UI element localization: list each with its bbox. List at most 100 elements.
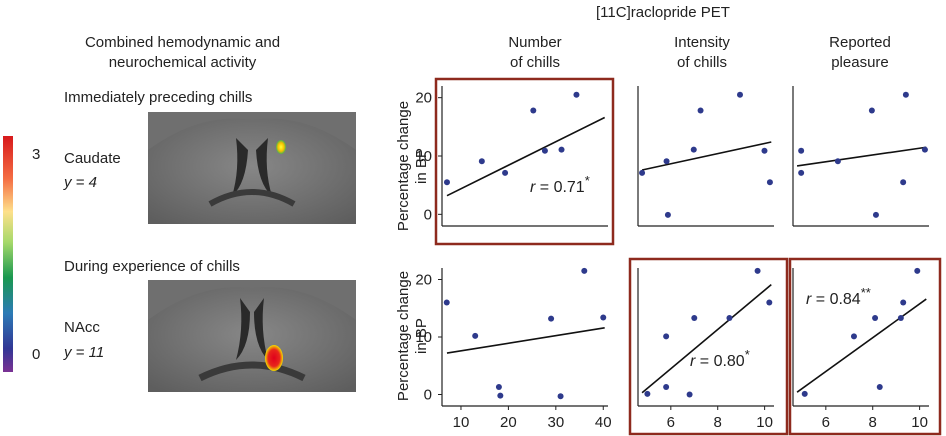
- data-point: [850, 333, 857, 340]
- data-point: [801, 390, 808, 397]
- col-header-intensity-line2: of chills: [676, 54, 728, 71]
- y-tick-label: 10: [415, 329, 432, 346]
- data-point: [900, 299, 907, 306]
- highlight-box: [434, 77, 615, 246]
- data-point: [663, 158, 670, 165]
- regression-line: [796, 146, 927, 167]
- caudate-label: Caudate: [64, 150, 121, 167]
- x-tick-label: 30: [547, 414, 564, 431]
- y-tick-label: 20: [415, 272, 432, 289]
- x-tick-label: 10: [756, 414, 773, 431]
- x-tick-label: 6: [822, 414, 830, 431]
- data-point: [644, 390, 651, 397]
- data-point: [900, 179, 907, 186]
- data-point: [897, 315, 904, 322]
- bottom-condition-label: During experience of chills: [64, 258, 240, 275]
- highlight-box: [788, 257, 942, 436]
- data-point: [541, 147, 548, 154]
- x-tick-label: 20: [500, 414, 517, 431]
- data-point: [834, 158, 841, 165]
- data-point: [530, 107, 537, 114]
- scatter-plots: 0 10 20 r = 0.71* 0 10 20 10 20 30 40 6 8 10 r = 0.80*…: [415, 77, 942, 436]
- data-point: [914, 267, 921, 274]
- scatter-panel-4: 0 10 20 10 20 30 40: [415, 267, 612, 431]
- col-header-pleasure-line2: pleasure: [831, 54, 889, 71]
- data-point: [766, 179, 773, 186]
- x-tick-label: 10: [453, 414, 470, 431]
- regression-line: [446, 116, 606, 197]
- col-header-number-line2: of chills: [509, 54, 561, 71]
- data-point: [573, 91, 580, 98]
- x-tick-label: 8: [869, 414, 877, 431]
- data-point: [443, 299, 450, 306]
- caudate-activation-blob: [276, 140, 286, 154]
- caudate-coordinate: y = 4: [64, 174, 97, 191]
- y-tick-label: 0: [424, 206, 432, 223]
- data-point: [548, 315, 555, 322]
- data-point: [600, 314, 607, 321]
- col-header-number-line1: Number: [508, 34, 562, 51]
- data-point: [697, 107, 704, 114]
- data-point: [872, 211, 879, 218]
- x-tick-label: 40: [595, 414, 612, 431]
- col-header-pleasure-line1: Reported: [829, 34, 891, 51]
- y-tick-label: 10: [415, 148, 432, 165]
- data-point: [737, 91, 743, 98]
- scatter-panel-1: 0 10 20 r = 0.71*: [415, 77, 615, 246]
- data-point: [761, 147, 768, 154]
- colorbar-max-label: 3: [32, 146, 41, 163]
- data-point: [766, 299, 773, 306]
- data-point: [686, 391, 693, 398]
- data-point: [754, 267, 761, 274]
- brain-slice-nacc: [148, 280, 356, 392]
- scatter-panel-5: 6 8 10 r = 0.80*: [628, 257, 789, 436]
- x-tick-label: 10: [911, 414, 928, 431]
- scatter-panel-3: [792, 86, 929, 227]
- data-point: [691, 315, 698, 322]
- data-point: [663, 333, 670, 340]
- data-point: [690, 146, 697, 153]
- data-point: [902, 91, 909, 98]
- x-tick-label: 8: [714, 414, 722, 431]
- data-point: [472, 332, 479, 339]
- data-point: [663, 384, 670, 391]
- data-point: [798, 169, 805, 176]
- regression-line: [641, 141, 772, 171]
- correlation-label: r = 0.80*: [690, 347, 750, 370]
- pet-title: [11C]raclopride PET: [596, 4, 730, 21]
- left-title-line1: Combined hemodynamic and: [84, 34, 281, 51]
- regression-line: [796, 298, 927, 393]
- data-point: [664, 211, 671, 218]
- x-tick-label: 6: [667, 414, 675, 431]
- regression-line: [641, 284, 772, 394]
- y-tick-label: 0: [424, 387, 432, 404]
- data-point: [868, 107, 875, 114]
- scatter-panel-2: [637, 86, 774, 227]
- data-point: [497, 392, 504, 399]
- data-point: [726, 315, 733, 322]
- nacc-coordinate: y = 11: [64, 344, 105, 361]
- nacc-activation-blob: [265, 345, 283, 371]
- correlation-label: r = 0.84**: [806, 285, 871, 308]
- data-point: [443, 179, 450, 186]
- nacc-label: NAcc: [64, 319, 100, 336]
- y-tick-label: 20: [415, 90, 432, 107]
- data-point: [876, 384, 883, 391]
- data-point: [558, 146, 565, 153]
- data-point: [639, 169, 646, 176]
- scatter-panel-6: 6 8 10 r = 0.84**: [788, 257, 942, 436]
- data-point: [872, 315, 879, 322]
- data-point: [495, 384, 502, 391]
- data-point: [921, 146, 928, 153]
- data-point: [581, 267, 588, 274]
- top-condition-label: Immediately preceding chills: [64, 89, 253, 106]
- left-title-line2: neurochemical activity: [108, 54, 257, 71]
- data-point: [798, 147, 805, 154]
- regression-line: [446, 327, 605, 354]
- col-header-intensity-line1: Intensity: [674, 34, 730, 51]
- data-point: [478, 158, 485, 165]
- colorbar: [3, 136, 13, 372]
- brain-slice-caudate: [148, 112, 356, 224]
- correlation-label: r = 0.71*: [530, 173, 590, 196]
